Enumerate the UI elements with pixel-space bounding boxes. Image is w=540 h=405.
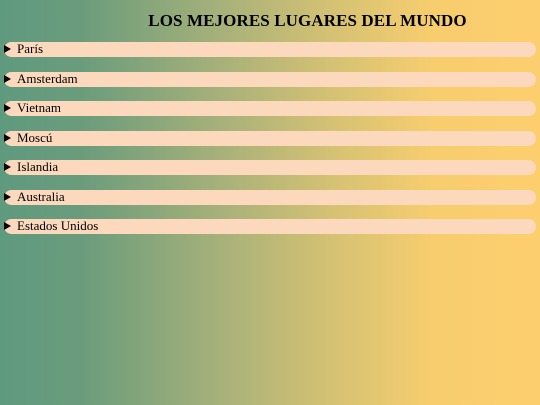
- disclosure-triangle-right-icon[interactable]: [4, 104, 11, 112]
- place-item-label[interactable]: Vietnam: [17, 100, 61, 115]
- disclosure-triangle-right-icon[interactable]: [4, 45, 11, 53]
- place-item-label[interactable]: Australia: [17, 188, 65, 204]
- page-title: LOS MEJORES LUGARES DEL MUNDO: [148, 11, 467, 30]
- disclosure-triangle-right-icon[interactable]: [4, 133, 11, 142]
- place-item-amsterdam[interactable]: Amsterdam: [4, 70, 536, 87]
- place-item-label[interactable]: Islandia: [17, 159, 59, 174]
- place-item-estados-unidos[interactable]: Estados Unidos: [4, 218, 536, 234]
- place-item-label[interactable]: Estados Unidos: [17, 218, 99, 233]
- place-item-vietnam[interactable]: Vietnam: [4, 100, 536, 116]
- place-item-australia[interactable]: Australia: [4, 188, 536, 205]
- place-item-label[interactable]: Amsterdam: [17, 70, 78, 86]
- place-item-label[interactable]: Moscú: [17, 129, 53, 145]
- place-item-label[interactable]: París: [17, 41, 43, 56]
- places-list: París Amsterdam Vietnam Moscú Islandia A…: [4, 41, 536, 249]
- place-item-islandia[interactable]: Islandia: [4, 159, 536, 175]
- disclosure-triangle-right-icon[interactable]: [4, 74, 11, 83]
- disclosure-triangle-right-icon[interactable]: [4, 222, 11, 230]
- place-item-moscu[interactable]: Moscú: [4, 129, 536, 146]
- disclosure-triangle-right-icon[interactable]: [4, 163, 11, 171]
- disclosure-triangle-right-icon[interactable]: [4, 192, 11, 201]
- place-item-paris[interactable]: París: [4, 41, 536, 57]
